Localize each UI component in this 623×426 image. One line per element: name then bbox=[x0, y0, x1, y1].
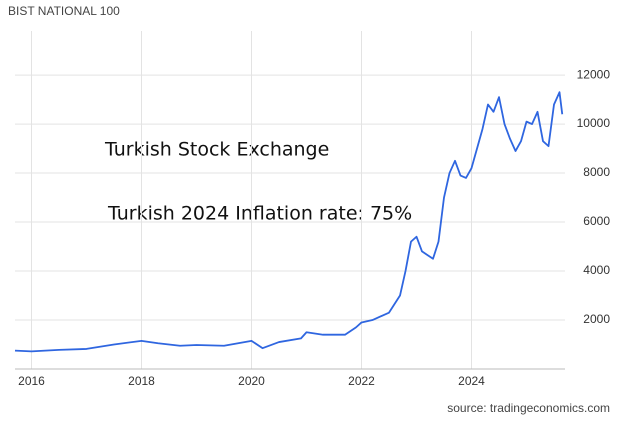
x-tick-label: 2022 bbox=[348, 374, 375, 388]
y-tick-label: 4000 bbox=[583, 263, 610, 277]
chart-title: BIST NATIONAL 100 bbox=[8, 4, 120, 18]
annotation: Turkish 2024 Inflation rate: 75% bbox=[107, 203, 412, 225]
y-tick-label: 8000 bbox=[583, 165, 610, 179]
annotation: Turkish Stock Exchange bbox=[104, 139, 329, 161]
y-tick-label: 12000 bbox=[577, 67, 611, 81]
x-tick-label: 2020 bbox=[238, 374, 265, 388]
x-tick-label: 2018 bbox=[128, 374, 155, 388]
data-line bbox=[14, 91, 564, 353]
x-tick-label: 2024 bbox=[458, 374, 485, 388]
y-tick-label: 6000 bbox=[583, 214, 610, 228]
y-tick-label: 2000 bbox=[583, 312, 610, 326]
y-tick-label: 10000 bbox=[577, 116, 611, 130]
source: source: tradingeconomics.com bbox=[447, 401, 610, 415]
x-tick-label: 2016 bbox=[18, 374, 45, 388]
